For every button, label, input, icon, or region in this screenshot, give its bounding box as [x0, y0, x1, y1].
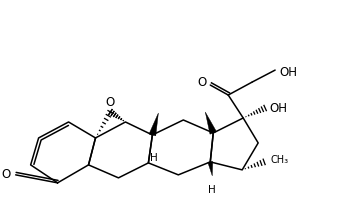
- Text: O: O: [197, 76, 206, 88]
- Text: O: O: [1, 168, 11, 181]
- Polygon shape: [205, 112, 217, 134]
- Text: H: H: [209, 185, 216, 195]
- Text: H: H: [149, 153, 157, 163]
- Text: OH: OH: [269, 101, 287, 115]
- Text: O: O: [106, 96, 115, 109]
- Text: OH: OH: [279, 65, 297, 79]
- Text: CH₃: CH₃: [270, 155, 288, 165]
- Polygon shape: [208, 162, 213, 176]
- Polygon shape: [149, 113, 159, 136]
